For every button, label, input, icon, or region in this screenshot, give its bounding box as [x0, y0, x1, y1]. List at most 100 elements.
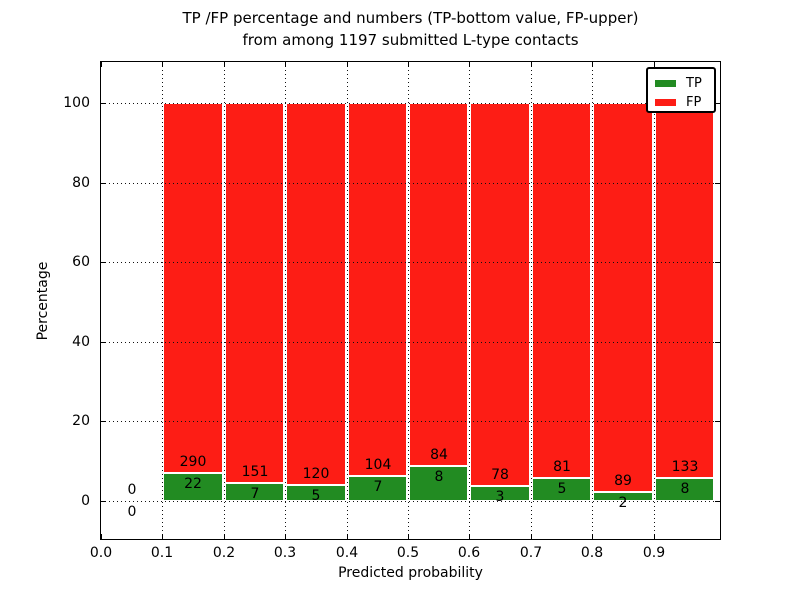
- gridline-vertical: [531, 62, 532, 539]
- bar-segment-tp: [655, 478, 714, 501]
- x-tick-label: 0.0: [89, 545, 113, 561]
- bar-segment-tp: [286, 485, 346, 501]
- bar-segment-fp: [225, 103, 284, 483]
- chart-title-line1: TP /FP percentage and numbers (TP-bottom…: [182, 9, 639, 27]
- bar-segment-fp: [409, 103, 468, 466]
- tp-count-label: 3: [495, 489, 505, 505]
- x-tick-label: 0.3: [273, 545, 297, 561]
- tp-count-label: 2: [618, 495, 628, 511]
- y-tick-mark-left: [101, 342, 106, 343]
- y-tick-label: 20: [72, 413, 90, 429]
- x-tick-mark-bottom: [592, 534, 593, 539]
- tp-count-label: 8: [434, 469, 444, 485]
- bar-segment-fp: [532, 103, 591, 478]
- bar-segment-tp: [163, 473, 223, 501]
- y-tick-mark-right: [715, 183, 720, 184]
- x-tick-label: 0.1: [150, 545, 174, 561]
- x-tick-mark-bottom: [408, 534, 409, 539]
- fp-count-label: 133: [671, 459, 699, 475]
- x-tick-mark-bottom: [347, 534, 348, 539]
- fp-legend-label: FP: [686, 95, 702, 110]
- y-axis-label: Percentage: [35, 261, 51, 341]
- y-tick-mark-left: [101, 421, 106, 422]
- gridline-vertical: [224, 62, 225, 539]
- gridline-horizontal: [101, 421, 720, 422]
- fp-count-label: 84: [430, 447, 448, 463]
- x-tick-mark-bottom: [162, 534, 163, 539]
- x-tick-mark-bottom: [101, 534, 102, 539]
- x-tick-mark-top: [101, 62, 102, 67]
- y-tick-label: 80: [72, 175, 90, 191]
- x-tick-mark-top: [592, 62, 593, 67]
- bar-segment-fp: [286, 103, 346, 485]
- gridline-horizontal: [101, 501, 720, 502]
- tp-count-label: 7: [250, 486, 260, 502]
- x-axis-label: Predicted probability: [338, 565, 483, 581]
- bar-segment-tp: [409, 466, 468, 501]
- fp-count-label: 104: [364, 457, 392, 473]
- bar-segment-tp: [593, 492, 653, 501]
- x-tick-mark-top: [531, 62, 532, 67]
- tp-count-label: 5: [311, 488, 321, 504]
- chart-title-line2: from among 1197 submitted L-type contact…: [242, 31, 579, 49]
- legend-item-tp: TP: [655, 74, 714, 93]
- tp-count-label: 8: [680, 481, 690, 497]
- fp-count-label: 78: [491, 467, 509, 483]
- y-tick-mark-right: [715, 501, 720, 502]
- fp-count-label: 290: [179, 454, 207, 470]
- y-tick-label: 100: [63, 95, 90, 111]
- y-tick-mark-right: [715, 421, 720, 422]
- gridline-vertical: [469, 62, 470, 539]
- tp-count-label: 0: [127, 504, 137, 520]
- x-tick-mark-top: [469, 62, 470, 67]
- fp-count-label: 120: [302, 466, 330, 482]
- fp-count-label: 89: [614, 473, 632, 489]
- y-tick-label: 0: [81, 493, 90, 509]
- bar-segment-tp: [532, 478, 591, 501]
- gridline-horizontal: [101, 262, 720, 263]
- bar-segment-fp: [348, 103, 407, 476]
- y-tick-mark-right: [715, 262, 720, 263]
- x-tick-mark-top: [162, 62, 163, 67]
- x-tick-label: 0.6: [457, 545, 481, 561]
- x-tick-mark-bottom: [285, 534, 286, 539]
- bar-segment-fp: [163, 103, 223, 473]
- chart-title: TP /FP percentage and numbers (TP-bottom…: [100, 7, 721, 51]
- gridline-vertical: [285, 62, 286, 539]
- bar-segment-fp: [593, 103, 653, 492]
- y-tick-mark-left: [101, 262, 106, 263]
- fp-count-label: 81: [553, 459, 571, 475]
- x-tick-mark-bottom: [531, 534, 532, 539]
- x-tick-label: 0.5: [396, 545, 420, 561]
- x-tick-mark-top: [224, 62, 225, 67]
- bar-segment-fp: [655, 103, 714, 478]
- legend-item-fp: FP: [655, 93, 714, 112]
- y-tick-label: 40: [72, 334, 90, 350]
- x-tick-label: 0.8: [580, 545, 604, 561]
- y-tick-mark-right: [715, 342, 720, 343]
- bar-segment-tp: [225, 483, 284, 501]
- x-tick-label: 0.9: [642, 545, 666, 561]
- x-tick-mark-top: [408, 62, 409, 67]
- tp-count-label: 5: [557, 481, 567, 497]
- y-tick-mark-left: [101, 183, 106, 184]
- x-tick-mark-top: [347, 62, 348, 67]
- gridline-vertical: [347, 62, 348, 539]
- fp-count-label: 0: [127, 482, 137, 498]
- bar-segment-tp: [348, 476, 407, 501]
- y-tick-label: 60: [72, 254, 90, 270]
- gridline-horizontal: [101, 183, 720, 184]
- gridline-vertical: [408, 62, 409, 539]
- y-tick-mark-left: [101, 103, 106, 104]
- x-tick-mark-top: [654, 62, 655, 67]
- x-tick-mark-bottom: [469, 534, 470, 539]
- gridline-vertical: [654, 62, 655, 539]
- tp-count-label: 7: [373, 479, 383, 495]
- y-tick-mark-left: [101, 501, 106, 502]
- x-tick-label: 0.2: [212, 545, 236, 561]
- x-tick-mark-bottom: [224, 534, 225, 539]
- gridline-horizontal: [101, 342, 720, 343]
- tp-legend-swatch: [655, 80, 676, 87]
- legend: TP FP: [646, 67, 716, 113]
